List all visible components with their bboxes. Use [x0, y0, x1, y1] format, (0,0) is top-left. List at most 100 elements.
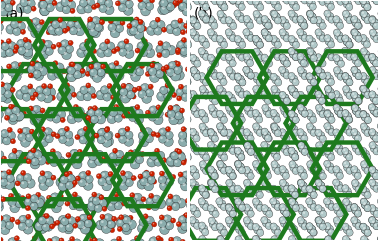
Circle shape	[194, 17, 195, 18]
Circle shape	[73, 223, 78, 228]
Circle shape	[11, 218, 12, 220]
Circle shape	[303, 111, 305, 114]
Circle shape	[2, 173, 5, 176]
Circle shape	[158, 176, 166, 184]
Circle shape	[337, 73, 344, 80]
Circle shape	[29, 112, 32, 115]
Circle shape	[361, 87, 370, 96]
Circle shape	[50, 201, 52, 203]
Circle shape	[57, 92, 67, 101]
Circle shape	[272, 163, 280, 172]
Circle shape	[203, 154, 210, 161]
Circle shape	[370, 130, 372, 132]
Circle shape	[181, 160, 186, 165]
Circle shape	[112, 49, 116, 54]
Circle shape	[152, 133, 154, 134]
Circle shape	[225, 204, 232, 211]
Circle shape	[193, 240, 196, 241]
Circle shape	[76, 68, 86, 78]
Circle shape	[175, 61, 181, 66]
Circle shape	[375, 137, 377, 139]
Circle shape	[177, 62, 178, 64]
Circle shape	[185, 203, 192, 211]
Circle shape	[191, 55, 193, 58]
Circle shape	[171, 117, 174, 120]
Circle shape	[256, 90, 258, 92]
Circle shape	[189, 54, 197, 61]
Circle shape	[284, 98, 291, 105]
Circle shape	[159, 42, 161, 43]
Circle shape	[212, 185, 218, 192]
Circle shape	[209, 130, 211, 133]
Circle shape	[226, 30, 229, 32]
Circle shape	[342, 86, 350, 93]
Circle shape	[42, 84, 46, 88]
Circle shape	[0, 202, 3, 212]
Circle shape	[160, 177, 163, 180]
Circle shape	[128, 63, 133, 68]
Circle shape	[366, 118, 368, 120]
Circle shape	[311, 56, 314, 58]
Circle shape	[45, 129, 48, 133]
Circle shape	[203, 17, 210, 24]
Circle shape	[133, 193, 143, 203]
Circle shape	[151, 154, 154, 156]
Circle shape	[221, 41, 228, 48]
Circle shape	[211, 22, 218, 29]
Circle shape	[95, 239, 104, 241]
Circle shape	[217, 123, 223, 130]
Circle shape	[274, 240, 276, 241]
Circle shape	[345, 39, 348, 42]
Circle shape	[161, 1, 163, 4]
Circle shape	[151, 239, 160, 241]
Circle shape	[9, 200, 12, 202]
Circle shape	[68, 218, 71, 221]
Circle shape	[333, 217, 340, 224]
Circle shape	[136, 24, 145, 32]
Circle shape	[352, 94, 361, 102]
Circle shape	[193, 222, 194, 224]
Circle shape	[92, 107, 100, 116]
Circle shape	[176, 153, 186, 162]
Circle shape	[45, 173, 48, 176]
Circle shape	[82, 87, 84, 90]
Circle shape	[146, 225, 149, 227]
Circle shape	[339, 0, 341, 2]
Circle shape	[51, 44, 56, 49]
Circle shape	[374, 187, 376, 189]
Circle shape	[370, 169, 378, 177]
Circle shape	[245, 69, 253, 77]
Circle shape	[353, 208, 356, 210]
Circle shape	[343, 75, 352, 83]
Circle shape	[315, 179, 322, 186]
Circle shape	[25, 175, 28, 178]
Circle shape	[197, 198, 199, 201]
Circle shape	[335, 219, 343, 228]
Circle shape	[113, 217, 114, 219]
Circle shape	[185, 0, 193, 8]
Circle shape	[308, 87, 310, 89]
Circle shape	[254, 36, 256, 39]
Circle shape	[141, 0, 151, 6]
Circle shape	[200, 186, 202, 188]
Circle shape	[372, 97, 378, 104]
Circle shape	[346, 116, 353, 123]
Circle shape	[264, 170, 266, 173]
Circle shape	[248, 110, 254, 117]
Circle shape	[191, 174, 192, 176]
Circle shape	[276, 80, 279, 82]
Circle shape	[240, 230, 242, 233]
Circle shape	[13, 108, 16, 111]
Circle shape	[307, 199, 309, 201]
Circle shape	[285, 187, 287, 189]
Circle shape	[173, 18, 175, 20]
Circle shape	[318, 171, 321, 174]
Circle shape	[324, 48, 331, 55]
Circle shape	[220, 164, 222, 167]
Circle shape	[222, 118, 224, 120]
Circle shape	[202, 90, 204, 93]
Circle shape	[14, 236, 19, 241]
Circle shape	[185, 214, 186, 215]
Circle shape	[135, 195, 138, 198]
Circle shape	[298, 94, 307, 102]
